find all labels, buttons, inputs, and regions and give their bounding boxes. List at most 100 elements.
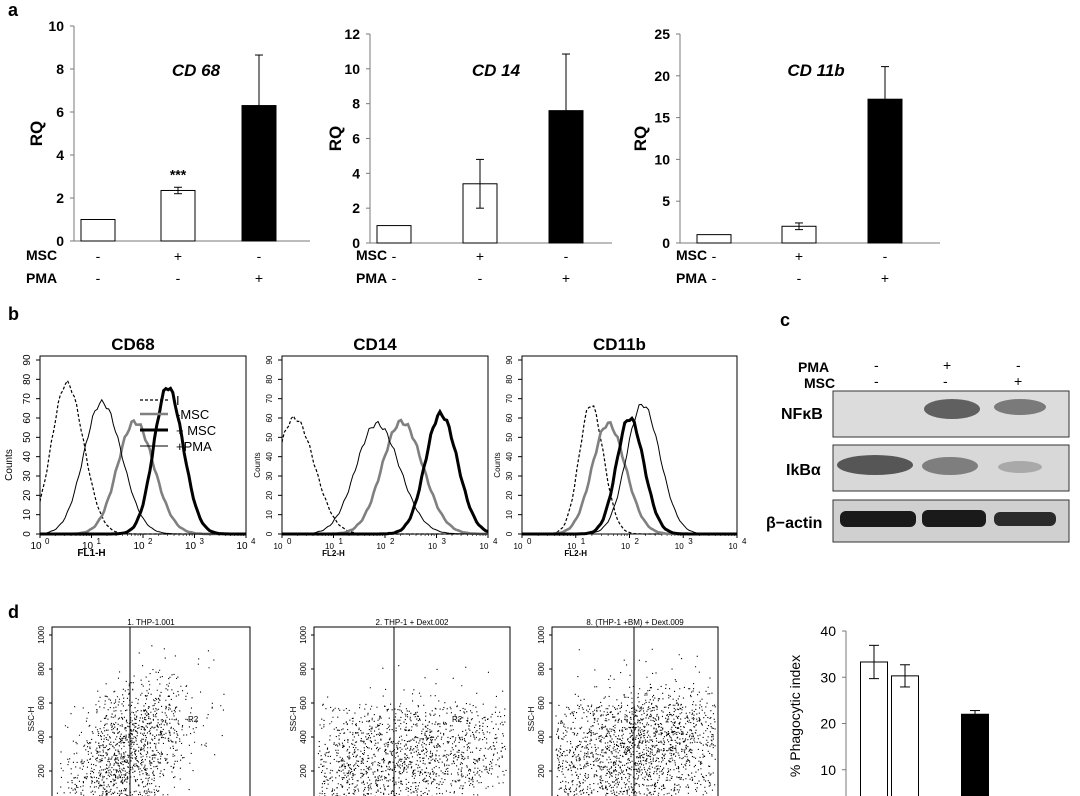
msc-sign: - xyxy=(564,248,569,264)
y-tick-label: 90 xyxy=(22,354,33,366)
y-axis-label: Counts xyxy=(253,452,262,477)
x-tick-exponent: 2 xyxy=(635,537,640,546)
y-tick-label: 0 xyxy=(265,531,274,536)
y-tick-label: 30 xyxy=(265,471,274,480)
pma-row-label: PMA xyxy=(676,270,707,286)
y-tick-label: 400 xyxy=(37,730,46,744)
y-tick-label: 20 xyxy=(654,68,670,84)
bar-0 xyxy=(80,219,116,242)
histogram-frame xyxy=(281,355,489,535)
y-tick-label: 80 xyxy=(265,374,274,383)
y-tick-label: 50 xyxy=(22,431,33,443)
msc-row-label: MSC xyxy=(356,247,387,263)
y-tick-label: 8 xyxy=(56,61,64,77)
y-tick-label: 800 xyxy=(537,662,546,676)
x-tick-exponent: 3 xyxy=(688,537,693,546)
x-tick-label: 10 xyxy=(514,542,523,551)
y-tick-label: 30 xyxy=(820,669,836,685)
histogram-curve-minus-msc xyxy=(282,418,489,536)
x-tick-exponent: 2 xyxy=(148,537,153,546)
x-tick-label: 10 xyxy=(480,542,489,551)
msc-sign: - xyxy=(883,248,888,264)
y-tick-label: 70 xyxy=(22,393,33,405)
y-tick-label: 40 xyxy=(820,623,836,639)
y-tick-label: 25 xyxy=(654,26,670,42)
x-tick-label: 10 xyxy=(82,541,94,552)
msc-sign: + xyxy=(476,248,484,264)
band-nfkb-msc xyxy=(994,399,1046,415)
msc-sign: - xyxy=(96,248,101,264)
histogram-title: CD14 xyxy=(353,335,397,354)
dotplot-title: 2. THP-1 + Dext.002 xyxy=(376,618,450,627)
y-tick-label: 40 xyxy=(265,452,274,461)
y-tick-label: 0 xyxy=(352,235,360,251)
y-tick-label: 4 xyxy=(352,165,360,181)
y-tick-label: 70 xyxy=(505,394,514,403)
panel-a-row-labels: MSC PMA MSC PMA MSC PMA xyxy=(26,247,707,286)
y-axis-label: Counts xyxy=(493,452,502,477)
x-tick-label: 10 xyxy=(236,541,248,552)
y-tick-label: 20 xyxy=(820,716,836,732)
y-tick-label: 1000 xyxy=(537,626,546,644)
y-tick-label: 200 xyxy=(299,764,308,778)
bar-chart-phagocytic-index: 10 20 30 40 % Phagocytic index xyxy=(787,623,989,796)
pma-sign: - xyxy=(712,270,717,286)
significance-marker: *** xyxy=(170,166,187,182)
y-tick-label: 90 xyxy=(265,355,274,364)
dotplot-events xyxy=(555,648,716,796)
pma-row-label: PMA xyxy=(26,270,57,286)
y-tick-label: 10 xyxy=(48,18,64,34)
y-tick-label: 800 xyxy=(37,662,46,676)
y-tick-label: 800 xyxy=(299,662,308,676)
x-tick-label: 10 xyxy=(325,542,334,551)
bar-1 xyxy=(160,189,196,242)
histogram-curve-plus-msc xyxy=(40,386,246,536)
x-tick-exponent: 4 xyxy=(493,537,498,546)
x-tick-exponent: 0 xyxy=(527,537,532,546)
x-tick-label: 10 xyxy=(133,541,145,552)
legend-label-plus-msc: + MSC xyxy=(176,423,216,438)
pma-sign: - xyxy=(392,270,397,286)
histogram-curve-plus-pma xyxy=(39,398,246,535)
x-tick-label: 10 xyxy=(185,541,197,552)
dotplot-frame xyxy=(551,626,719,796)
y-tick-label: 10 xyxy=(22,509,33,521)
y-tick-label: 0 xyxy=(56,233,64,249)
band-nfkb-pma xyxy=(924,399,980,419)
x-tick-exponent: 3 xyxy=(442,537,447,546)
band-actin-control xyxy=(840,511,916,527)
dotplot-title: 1. THP-1.001 xyxy=(127,618,175,627)
y-tick-label: 20 xyxy=(265,490,274,499)
histogram-legend: I -MSC + MSC +PMA xyxy=(140,393,216,454)
x-tick-exponent: 2 xyxy=(390,537,395,546)
y-tick-label: 20 xyxy=(22,489,33,501)
panel-d-dotplots: 1. THP-1.001 R2 1000 800 600 400 200 SSC-H 2. TH… xyxy=(27,618,719,796)
y-tick-label: 50 xyxy=(265,432,274,441)
y-tick-label: 5 xyxy=(662,193,670,209)
y-tick-label: 60 xyxy=(22,412,33,424)
pma-sign: - xyxy=(176,270,181,286)
y-tick-label: 600 xyxy=(37,696,46,710)
y-tick-label: 80 xyxy=(505,374,514,383)
pma-sign: - xyxy=(797,270,802,286)
y-tick-label: 10 xyxy=(654,151,670,167)
y-axis-label: Counts xyxy=(4,449,15,481)
x-tick-exponent: 4 xyxy=(742,537,747,546)
y-tick-label: 30 xyxy=(22,470,33,482)
dotplot-events xyxy=(56,645,225,796)
y-tick-label: 10 xyxy=(820,762,836,778)
x-axis-label: FL2-H xyxy=(322,549,345,558)
bar-chart-cd11b: 0 5 10 15 20 25 RQ CD 11b xyxy=(631,26,940,251)
histogram-curve-plus-pma xyxy=(282,420,488,535)
wb-pma-sign: - xyxy=(1016,357,1021,373)
y-tick-label: 10 xyxy=(505,510,514,519)
y-tick-label: 40 xyxy=(22,451,33,463)
panel-a-signs: - - + - - + - - + - - + - - + - - + xyxy=(96,248,889,286)
msc-sign: - xyxy=(392,248,397,264)
x-tick-label: 10 xyxy=(274,542,283,551)
dotplot-frame xyxy=(313,626,511,796)
histogram-curve-control xyxy=(39,379,246,535)
pma-sign: - xyxy=(96,270,101,286)
y-axis-label: SSC-H xyxy=(289,706,298,731)
x-tick-label: 10 xyxy=(567,542,576,551)
